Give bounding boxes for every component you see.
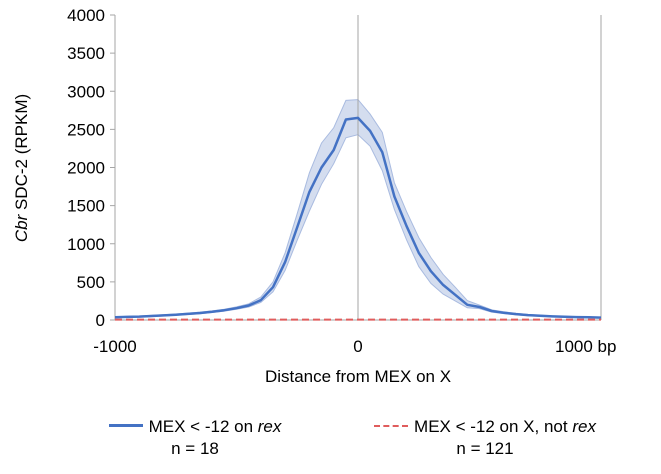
- x-tick-label-1: 0: [353, 337, 362, 356]
- legend: MEX < -12 on rex n = 18 MEX < -12 on X, …: [0, 416, 661, 474]
- legend-label-not-rex-italic: rex: [572, 417, 596, 436]
- vertical-gridlines: [114, 15, 602, 320]
- legend-label-rex-italic: rex: [257, 417, 282, 436]
- x-tick-label-2: 1000 bp: [555, 337, 616, 356]
- legend-n-not-rex: n = 121: [456, 439, 514, 458]
- x-tick-labels: -1000 0 1000 bp: [93, 337, 616, 356]
- y-axis-title-rest: SDC-2 (RPKM): [12, 94, 31, 215]
- series-line-0: [114, 116, 602, 319]
- y-axis-title-italic: Cbr: [12, 213, 31, 242]
- y-tick-label-5: 2500: [67, 120, 105, 139]
- legend-label-rex-plain: MEX < -12 on: [148, 417, 258, 436]
- y-axis-title: Cbr SDC-2 (RPKM): [12, 94, 31, 242]
- x-axis-title: Distance from MEX on X: [265, 367, 451, 386]
- y-tick-label-3: 1500: [67, 197, 105, 216]
- series-lines: [114, 116, 602, 321]
- legend-label-not-rex-plain: MEX < -12 on X, not: [414, 417, 573, 436]
- y-tick-label-7: 3500: [67, 44, 105, 63]
- axes: [110, 14, 601, 321]
- y-tick-label-2: 1000: [67, 235, 105, 254]
- legend-n-rex: n = 18: [171, 439, 219, 458]
- y-tick-labels: 0 500 1000 1500 2000 2500 3000 3500 4000: [67, 6, 105, 330]
- y-tick-label-0: 0: [96, 311, 105, 330]
- legend-item-not-rex: MEX < -12 on X, not rex n = 121: [315, 416, 655, 460]
- y-tick-label-6: 3000: [67, 82, 105, 101]
- legend-solid-line-icon: [108, 424, 143, 428]
- x-tick-label-0: -1000: [93, 337, 136, 356]
- y-tick-label-4: 2000: [67, 159, 105, 178]
- legend-dashed-line-icon: [374, 424, 409, 427]
- legend-item-rex: MEX < -12 on rex n = 18: [70, 416, 320, 460]
- y-tick-label-8: 4000: [67, 6, 105, 25]
- y-tick-label-1: 500: [77, 273, 105, 292]
